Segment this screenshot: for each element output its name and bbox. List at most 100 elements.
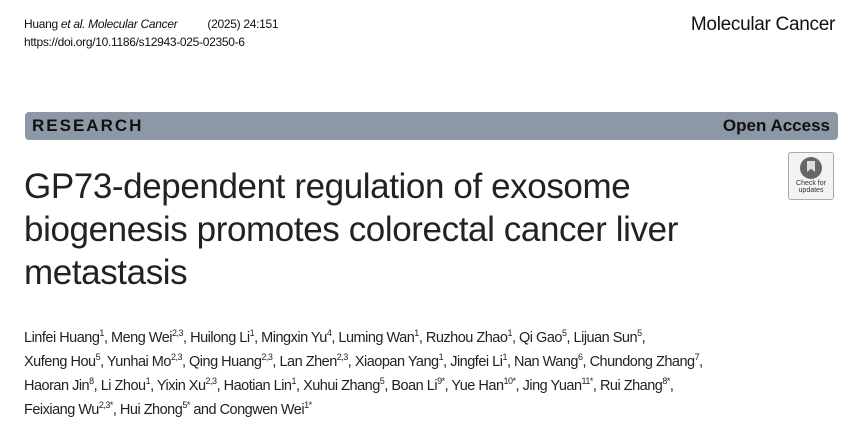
separator: , (181, 354, 190, 370)
affiliation-sup[interactable]: 1 (507, 328, 512, 339)
citation-journal: Molecular Cancer (85, 17, 178, 31)
separator: , (444, 378, 452, 394)
bookmark-icon (800, 157, 822, 179)
affiliation-sup[interactable]: 7 (694, 352, 700, 363)
affiliation-sup[interactable]: 11* (581, 376, 594, 387)
citation-etal: et al. (57, 17, 86, 31)
affiliation-sup[interactable]: 4 (326, 328, 332, 339)
journal-name: Molecular Cancer (690, 14, 835, 35)
author-name[interactable]: Meng Wei (111, 330, 173, 346)
affiliation-sup[interactable]: 1 (145, 376, 151, 387)
separator: , (183, 330, 191, 346)
affiliation-sup[interactable]: 1 (438, 352, 444, 363)
separator: , (347, 354, 355, 370)
affiliation-sup[interactable]: 2,3 (172, 328, 184, 339)
author-name[interactable]: Feixiang Wu (24, 402, 99, 418)
title-line: GP73-dependent regulation of exosome (24, 167, 631, 206)
author-name[interactable]: Linfei Huang (24, 330, 100, 346)
citation-author: Huang (24, 17, 58, 31)
author-name[interactable]: Jing Yuan (522, 378, 582, 394)
author-name[interactable]: Lijuan Sun (573, 330, 638, 346)
title-line: biogenesis promotes colorectal cancer li… (24, 210, 678, 249)
affiliation-sup[interactable]: 2,3 (261, 352, 273, 363)
author-name[interactable]: Haotian Lin (223, 378, 292, 394)
check-for-updates-button[interactable]: Check for updates (788, 152, 834, 200)
affiliation-sup[interactable]: 5 (379, 376, 385, 387)
separator: , (272, 354, 280, 370)
author-name[interactable]: Xuhui Zhang (303, 378, 380, 394)
title-line: metastasis (24, 253, 188, 292)
separator: , (112, 402, 120, 418)
author-name[interactable]: Chundong Zhang (589, 354, 696, 370)
separator: , (216, 378, 224, 394)
author-name[interactable]: Boan Li (391, 378, 438, 394)
separator: , (296, 378, 304, 394)
citation: Huang et al. Molecular Cancer (2025) 24:1… (24, 15, 279, 51)
separator: , (506, 354, 515, 370)
separator: , (331, 330, 339, 346)
affiliation-sup[interactable]: 1 (502, 352, 507, 363)
affiliation-sup[interactable]: 1 (414, 328, 419, 339)
author-name[interactable]: Haoran Jin (24, 378, 90, 394)
author-line: Haoran Jin8, Li Zhou1, Yixin Xu2,3, Haot… (24, 374, 703, 398)
article-type: RESEARCH (32, 116, 144, 135)
author-line: Feixiang Wu2,3*, Hui Zhong5* and Congwen… (24, 398, 703, 422)
affiliation-sup[interactable]: 1 (99, 328, 104, 339)
author-name[interactable]: Ruzhou Zhao (425, 330, 508, 346)
affiliation-sup[interactable]: 1 (291, 376, 296, 387)
affiliation-sup[interactable]: 5 (561, 328, 567, 339)
separator: , (515, 378, 523, 394)
affiliation-sup[interactable]: 9* (437, 376, 445, 387)
author-name[interactable]: Nan Wang (514, 354, 578, 370)
separator: , (699, 354, 703, 370)
author-name[interactable]: Xufeng Hou (24, 354, 96, 370)
author-line: Xufeng Hou5, Yunhai Mo2,3, Qing Huang2,3… (24, 350, 703, 374)
author-name[interactable]: Hui Zhong (119, 402, 183, 418)
author-name[interactable]: Yunhai Mo (106, 354, 172, 370)
author-name[interactable]: Luming Wan (338, 330, 415, 346)
affiliation-sup[interactable]: 2,3* (98, 400, 114, 411)
doi-link[interactable]: https://doi.org/10.1186/s12943-025-02350… (24, 35, 245, 49)
author-name[interactable]: Xiaopan Yang (354, 354, 439, 370)
author-name[interactable]: Qi Gao (519, 330, 562, 346)
article-title: GP73-dependent regulation of exosome bio… (24, 165, 678, 294)
author-name[interactable]: Qing Huang (189, 354, 262, 370)
separator: , (103, 330, 111, 346)
author-name[interactable]: Yue Han (451, 378, 504, 394)
separator: , (511, 330, 520, 346)
author-name[interactable]: Yixin Xu (156, 378, 206, 394)
separator: , (582, 354, 590, 370)
author-name[interactable]: Li Zhou (100, 378, 146, 394)
affiliation-sup[interactable]: 1 (249, 328, 255, 339)
affiliation-sup[interactable]: 5 (95, 352, 101, 363)
affiliation-sup[interactable]: 5* (182, 400, 190, 411)
author-name[interactable]: Rui Zhang (599, 378, 663, 394)
affiliation-sup[interactable]: 8 (89, 376, 94, 387)
affiliation-sup[interactable]: 6 (577, 352, 583, 363)
author-name[interactable]: Lan Zhen (279, 354, 337, 370)
affiliation-sup[interactable]: 8* (662, 376, 670, 387)
separator: , (641, 330, 646, 346)
author-name[interactable]: Jingfei Li (450, 354, 503, 370)
badge-line2: updates (798, 187, 824, 194)
affiliation-sup[interactable]: 10* (503, 376, 517, 387)
separator: and (189, 402, 220, 418)
author-name[interactable]: Mingxin Yu (261, 330, 327, 346)
citation-line: Huang et al. Molecular Cancer (2025) 24:1… (24, 15, 279, 33)
badge-line1: Check for (796, 180, 826, 187)
affiliation-sup[interactable]: 5 (637, 328, 642, 339)
author-name[interactable]: Huilong Li (190, 330, 250, 346)
affiliation-sup[interactable]: 2,3 (205, 376, 218, 387)
separator: , (100, 354, 107, 370)
author-name[interactable]: Congwen Wei (219, 402, 305, 418)
affiliation-sup[interactable]: 2,3 (170, 352, 183, 363)
affiliation-sup[interactable]: 2,3 (336, 352, 349, 363)
affiliation-sup[interactable]: 1* (304, 400, 312, 411)
separator: , (669, 378, 674, 394)
citation-year: (2025) 24:151 (207, 17, 279, 31)
author-list: Linfei Huang1, Meng Wei2,3, Huilong Li1,… (24, 326, 703, 422)
separator: , (443, 354, 451, 370)
separator: , (566, 330, 574, 346)
separator: , (418, 330, 426, 346)
open-access-label: Open Access (722, 116, 830, 135)
